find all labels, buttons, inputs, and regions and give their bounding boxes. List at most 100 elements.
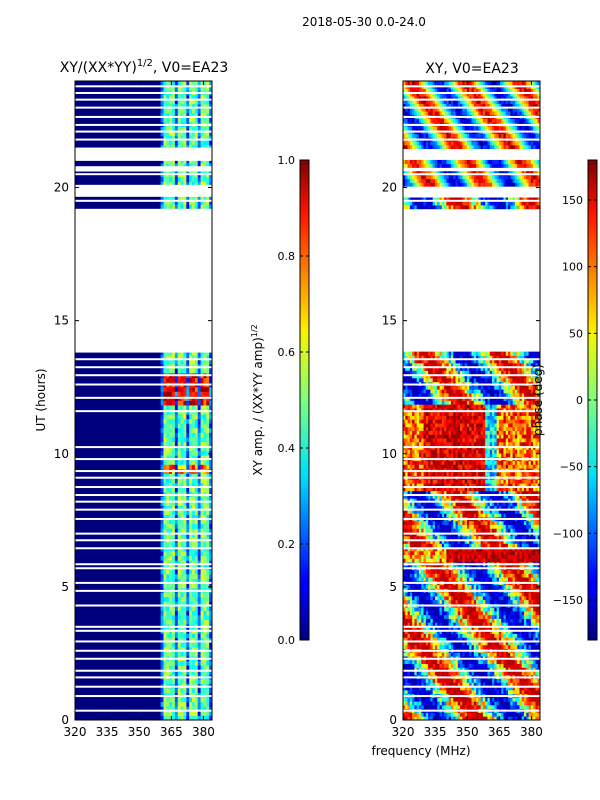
amp-cell [192, 651, 196, 657]
amp-cell [189, 432, 193, 438]
phase-cell [524, 637, 527, 642]
amp-cell [163, 377, 167, 383]
amp-cell [189, 646, 193, 652]
phase-cell [457, 584, 461, 589]
amp-cell [206, 615, 210, 620]
amp-cell [186, 414, 190, 420]
amp-cell [180, 135, 184, 141]
phase-cell [414, 701, 418, 706]
phase-cell [533, 599, 536, 604]
phase-cell [469, 667, 472, 672]
phase-cell [510, 599, 513, 604]
amp-cell [197, 108, 201, 114]
phase-cell [460, 682, 463, 687]
phase-cell [434, 652, 438, 657]
phase-cell [530, 686, 534, 691]
phase-cell [512, 577, 516, 582]
amp-cell [177, 697, 181, 703]
phase-cell [421, 573, 424, 578]
amp-cbar-label-main: XY amp. / (XX*YY amp) [251, 337, 265, 475]
phase-cell [480, 610, 484, 616]
phase-cell [437, 641, 440, 646]
phase-cell [535, 610, 539, 616]
phase-cell [418, 607, 422, 612]
phase-cell [528, 614, 532, 619]
phase-cell [501, 629, 504, 634]
phase-cell [441, 614, 445, 619]
phase-cell [457, 682, 461, 687]
amp-cell [200, 610, 204, 616]
phase-cell [403, 652, 406, 657]
amp-cell [197, 455, 201, 461]
phase-cell [501, 584, 504, 589]
amp-cell [203, 523, 207, 529]
amp-cell [183, 112, 187, 118]
amp-cell [180, 678, 184, 684]
amp-cell [183, 551, 187, 557]
phase-cell [473, 637, 477, 642]
amp-cell [200, 163, 204, 169]
phase-cell [510, 584, 513, 589]
phase-cell [450, 652, 454, 657]
amp-cell [169, 464, 173, 470]
phase-cell [430, 577, 434, 582]
amp-cell [203, 405, 207, 411]
phase-cell [505, 682, 509, 687]
amp-cell [174, 706, 179, 712]
amp-cell [194, 181, 199, 187]
phase-cell [498, 663, 502, 668]
phase-cell [473, 716, 477, 720]
amp-cell [200, 99, 204, 105]
amp-cell [189, 450, 193, 456]
amp-cell [177, 605, 181, 611]
phase-cell [423, 629, 427, 634]
phase-cell [457, 686, 461, 691]
amp-cell [183, 377, 187, 383]
amp-cell [180, 482, 184, 488]
phase-cell [462, 629, 466, 634]
phase-cell [403, 678, 406, 683]
amp-cell [192, 94, 196, 100]
phase-cell [446, 671, 450, 676]
phase-cell [535, 671, 539, 676]
phase-cell [508, 701, 511, 706]
amp-cell [206, 715, 210, 720]
phase-cell [430, 599, 434, 604]
phase-cell [437, 595, 440, 601]
amp-cell [197, 386, 201, 392]
phase-cell [510, 689, 513, 695]
phase-cell [423, 716, 427, 720]
amp-cell [203, 637, 207, 643]
amp-cell [194, 144, 199, 150]
amp-cell [177, 578, 181, 584]
phase-cell [469, 686, 472, 691]
phase-cell [482, 701, 486, 706]
left-gap-line [75, 383, 212, 386]
amp-cell [183, 646, 187, 652]
phase-cell [453, 622, 456, 627]
phase-cell [453, 626, 456, 631]
amp-cell [203, 354, 207, 360]
amp-cell [166, 377, 170, 383]
phase-cell [448, 644, 452, 649]
phase-cell [462, 663, 466, 668]
phase-cell [512, 573, 516, 578]
amp-cell [174, 350, 179, 356]
phase-cell [519, 641, 523, 646]
phase-cell [528, 686, 532, 691]
phase-cell [492, 644, 495, 649]
amp-cell [189, 528, 193, 534]
phase-cell [414, 652, 418, 657]
amp-cell [189, 418, 193, 424]
amp-cell [194, 610, 199, 616]
amp-cell [203, 478, 207, 484]
amp-cell [169, 423, 173, 429]
phase-cell [492, 697, 495, 702]
amp-cell [163, 423, 167, 429]
amp-cell [186, 350, 190, 356]
amp-cell [203, 108, 207, 114]
phase-cell [466, 671, 470, 676]
amp-cell [189, 560, 193, 566]
phase-cell [425, 701, 429, 706]
phase-cell [441, 592, 445, 597]
